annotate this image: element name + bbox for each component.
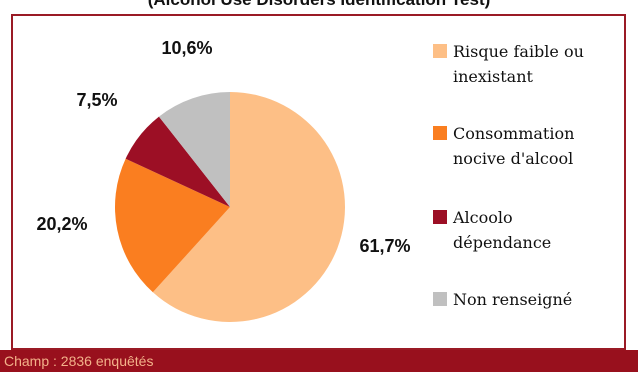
legend-swatch-consommation-nocive <box>433 126 447 140</box>
legend-label-risque-faible: Risque faible ou <box>453 42 584 61</box>
data-label-non-renseigne: 10,6% <box>161 38 212 58</box>
chart-title: (Alcohol Use Disorders Identification Te… <box>0 0 638 8</box>
legend-label-alcoolo-dependance: dépendance <box>453 233 551 252</box>
data-label-alcoolo-dependance: 7,5% <box>76 90 117 110</box>
legend-label-non-renseigne: Non renseigné <box>453 290 572 309</box>
legend-swatch-non-renseigne <box>433 292 447 306</box>
legend-label-risque-faible: inexistant <box>453 67 534 86</box>
pie-slice-consommation-nocive <box>115 158 230 293</box>
legend-swatch-risque-faible <box>433 44 447 58</box>
legend-swatch-alcoolo-dependance <box>433 210 447 224</box>
pie-slice-non-renseigne <box>158 92 230 207</box>
legend-label-consommation-nocive: nocive d'alcool <box>453 149 573 168</box>
chart-title-strip: (Alcohol Use Disorders Identification Te… <box>0 0 638 14</box>
footer-note: Champ : 2836 enquêtés <box>0 350 638 372</box>
legend-label-consommation-nocive: Consommation <box>453 124 574 143</box>
data-label-risque-faible: 61,7% <box>359 236 410 256</box>
pie-slice-alcoolo-dependance <box>125 116 230 207</box>
data-label-consommation-nocive: 20,2% <box>36 214 87 234</box>
pie-slice-risque-faible <box>152 92 345 322</box>
legend-label-alcoolo-dependance: Alcoolo <box>452 208 513 227</box>
